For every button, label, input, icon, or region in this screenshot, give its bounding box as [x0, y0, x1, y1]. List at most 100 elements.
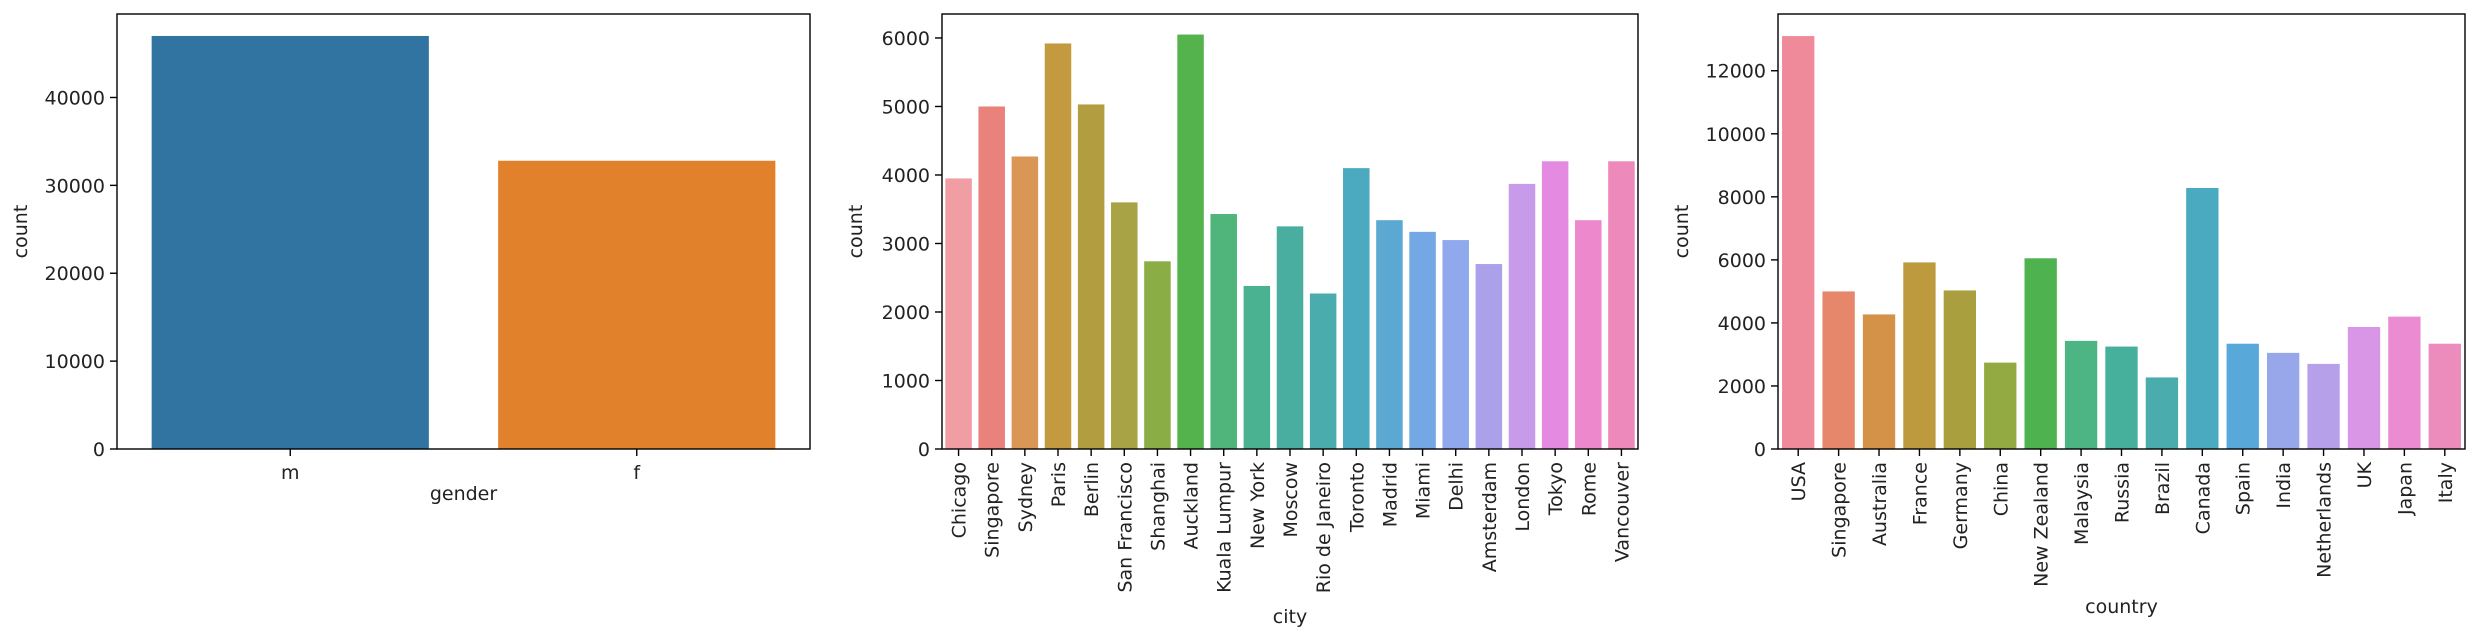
x-tick-label: Toronto — [1346, 462, 1368, 533]
bar-rome — [1575, 220, 1602, 449]
x-tick-label: Australia — [1869, 462, 1891, 546]
y-tick-label: 20000 — [45, 263, 105, 285]
x-axis-label: city — [1273, 606, 1307, 628]
bar-new-york — [1243, 285, 1271, 449]
x-tick-label: France — [1909, 462, 1931, 525]
bar-delhi — [1442, 240, 1469, 449]
bar-australia — [1862, 314, 1896, 449]
plot-frame — [1777, 13, 2466, 450]
x-tick-label: Russia — [2112, 462, 2134, 523]
x-tick-label: Moscow — [1280, 462, 1302, 538]
y-tick-label: 4000 — [882, 165, 930, 187]
bar-russia — [2105, 346, 2138, 449]
bar-paris — [1044, 43, 1072, 449]
x-tick-label: Germany — [1950, 462, 1972, 549]
x-tick-label: Singapore — [982, 462, 1004, 558]
x-tick-label: Paris — [1048, 462, 1070, 507]
bar-toronto — [1343, 168, 1370, 450]
x-tick-label: Miami — [1413, 462, 1435, 519]
bar-vancouver — [1608, 161, 1635, 450]
bar-india — [2266, 352, 2300, 449]
y-axis-label: count — [845, 205, 867, 259]
y-tick-label: 30000 — [45, 175, 105, 197]
x-tick-label: Singapore — [1829, 462, 1851, 558]
x-tick-label: USA — [1788, 462, 1810, 501]
bar-canada — [2186, 188, 2219, 449]
bar-madrid — [1376, 220, 1403, 449]
x-tick-label: Rome — [1578, 462, 1600, 516]
bar-china — [1984, 362, 2017, 449]
bar-tokyo — [1541, 161, 1569, 450]
y-tick-label: 2000 — [882, 302, 930, 324]
y-tick-label: 12000 — [1706, 61, 1766, 83]
x-tick-label: China — [1990, 462, 2012, 516]
y-tick-label: 3000 — [882, 233, 930, 255]
x-tick-label: Chicago — [949, 462, 971, 538]
chart-3: 0 2000 4000 6000 8000 10000 12000 USA Singapore A… — [1671, 13, 2466, 618]
bar-uk — [2347, 327, 2381, 449]
bar-sydney — [1011, 156, 1039, 449]
x-tick-label: Tokyo — [1545, 462, 1567, 516]
bar-kuala-lumpur — [1210, 214, 1237, 449]
x-tick-label: San Francisco — [1114, 462, 1136, 593]
x-axis-label: gender — [430, 483, 498, 505]
x-tick-label: m — [281, 462, 300, 484]
bar-france — [1903, 262, 1936, 449]
bar-singapore — [978, 106, 1005, 449]
x-tick-label: Italy — [2435, 462, 2457, 503]
x-tick-label: Rio de Janeiro — [1313, 462, 1335, 593]
y-tick-label: 10000 — [1706, 124, 1766, 146]
x-tick-label: f — [633, 462, 641, 484]
x-tick-label: UK — [2354, 461, 2376, 488]
x-tick-label: New York — [1247, 462, 1269, 549]
y-tick-label: 5000 — [882, 96, 930, 118]
x-tick-label: Sydney — [1015, 462, 1037, 532]
bar-moscow — [1276, 226, 1304, 449]
y-tick-label: 0 — [918, 439, 930, 461]
y-tick-label: 1000 — [882, 370, 930, 392]
x-tick-label: Netherlands — [2314, 462, 2336, 578]
bar-brazil — [2145, 377, 2179, 449]
bar-italy — [2428, 343, 2461, 449]
chart-2: 0 1000 2000 3000 4000 5000 6000 Chicago Singapor… — [845, 13, 1639, 628]
y-axis-label: count — [10, 205, 32, 259]
x-tick-label: Japan — [2394, 462, 2416, 516]
bar-rio-de-janeiro — [1309, 293, 1337, 449]
bar-shanghai — [1144, 261, 1171, 449]
x-tick-label: London — [1512, 462, 1534, 532]
bar-singapore — [1822, 291, 1855, 449]
x-tick-label: Auckland — [1181, 462, 1203, 550]
x-tick-label: Vancouver — [1611, 462, 1633, 562]
bar-m — [151, 35, 429, 449]
bar-spain — [2226, 343, 2259, 449]
y-tick-label: 4000 — [1718, 313, 1766, 335]
bar-usa — [1782, 36, 1815, 449]
x-tick-label: Berlin — [1081, 462, 1103, 517]
x-tick-label: Brazil — [2152, 462, 2174, 515]
x-axis-label: country — [2085, 596, 2158, 618]
x-tick-label: Malaysia — [2071, 462, 2093, 545]
bar-london — [1508, 183, 1536, 449]
x-tick-label: Amsterdam — [1479, 462, 1501, 572]
plot-frame — [941, 13, 1639, 450]
y-tick-label: 10000 — [45, 351, 105, 373]
bar-auckland — [1177, 34, 1204, 450]
bar-f — [498, 160, 776, 449]
x-tick-label: Kuala Lumpur — [1214, 462, 1236, 593]
y-tick-label: 6000 — [1718, 250, 1766, 272]
bar-miami — [1409, 231, 1436, 449]
y-tick-label: 6000 — [882, 28, 930, 50]
x-tick-label: Canada — [2192, 462, 2214, 534]
y-tick-label: 0 — [93, 439, 105, 461]
y-axis-label: count — [1671, 205, 1693, 259]
bar-japan — [2388, 316, 2421, 449]
y-tick-label: 8000 — [1718, 187, 1766, 209]
y-tick-label: 2000 — [1718, 376, 1766, 398]
x-tick-label: Spain — [2233, 462, 2255, 515]
chart-1: 0 10000 20000 30000 40000 m f gender count — [10, 13, 811, 505]
bar-germany — [1943, 290, 1977, 449]
plot-frame — [116, 13, 811, 450]
x-tick-label: Madrid — [1379, 462, 1401, 527]
x-tick-label: India — [2273, 462, 2295, 509]
